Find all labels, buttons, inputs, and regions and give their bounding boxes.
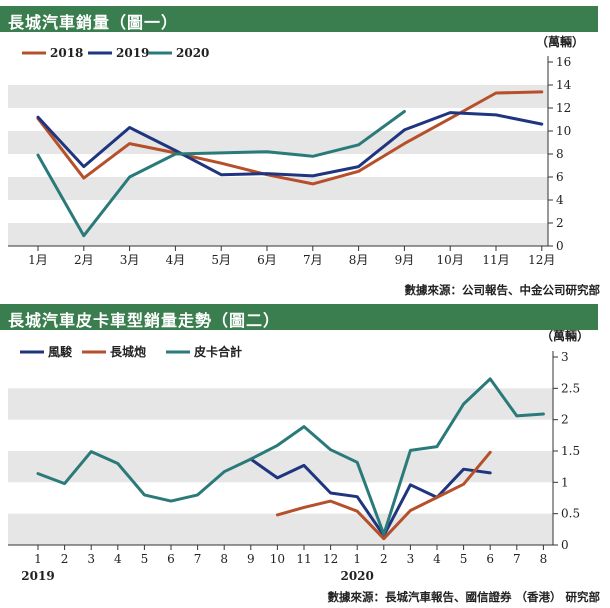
y-tick-label: 3 bbox=[561, 350, 569, 364]
y-tick-label: 14 bbox=[556, 78, 572, 92]
chart1-source: 數據來源：公司報告、中金公司研究部 bbox=[404, 283, 601, 297]
legend-label: 2019 bbox=[116, 46, 149, 60]
y-tick-label: 2.5 bbox=[561, 381, 580, 395]
series-line-皮卡合計 bbox=[36, 377, 545, 536]
legend-label: 2020 bbox=[176, 46, 209, 60]
y-tick-label: 6 bbox=[556, 170, 564, 184]
x-tick-label: 7 bbox=[194, 552, 202, 566]
x-tick-label: 2 bbox=[61, 552, 69, 566]
x-tick-label: 2月 bbox=[74, 253, 94, 267]
y-tick-label: 4 bbox=[556, 193, 564, 207]
y-tick-label: 1.5 bbox=[561, 444, 580, 458]
x-tick-label: 6 bbox=[486, 552, 494, 566]
x-tick-label: 8 bbox=[540, 552, 548, 566]
chart1-title-banner: 長城汽車銷量（圖一） bbox=[0, 6, 598, 32]
x-tick-label: 1 bbox=[353, 552, 361, 566]
legend-label: 皮卡合計 bbox=[193, 344, 242, 359]
x-tick-label: 12 bbox=[323, 552, 338, 566]
chart2-source: 數據來源：長城汽車報告、國信證券 （香港） 研究部 bbox=[327, 590, 600, 604]
x-tick-label: 6 bbox=[167, 552, 175, 566]
series-line-2020 bbox=[36, 110, 406, 238]
x-tick-label: 11 bbox=[296, 552, 311, 566]
grid-band bbox=[8, 131, 548, 154]
x-tick-label: 12月 bbox=[528, 253, 555, 267]
x-tick-label: 2 bbox=[380, 552, 388, 566]
legend-label: 2018 bbox=[50, 46, 83, 60]
y-tick-label: 0 bbox=[561, 538, 569, 552]
x-tick-label: 9月 bbox=[395, 253, 415, 267]
y-tick-label: 2 bbox=[561, 413, 569, 427]
series-line-風駿 bbox=[249, 457, 492, 538]
chart1-plot: 0 2 4 6 8 10 12 14 16 （萬輛） 1月 2月 3月 4月 5月 6月 7月 8月 9月 10月 11… bbox=[8, 34, 584, 267]
chart2-title: 長城汽車皮卡車型銷量走勢（圖二） bbox=[8, 311, 281, 330]
series-line-2019 bbox=[36, 111, 544, 178]
legend-label: 風駿 bbox=[48, 344, 73, 359]
y-tick-label: 12 bbox=[556, 101, 571, 115]
x-tick-label: 8 bbox=[220, 552, 228, 566]
y-tick-label: 0.5 bbox=[561, 507, 580, 521]
x-tick-label: 3 bbox=[407, 552, 415, 566]
grid-band bbox=[8, 223, 548, 246]
chart2-plot: 00.511.522.53（萬輛）1 2 3 4 5 6 7 8 9 10 11 12 1 2 3 4 5 6 7 8… bbox=[8, 330, 589, 583]
x-tick-label: 3月 bbox=[120, 253, 140, 267]
y-tick-label: 8 bbox=[556, 147, 564, 161]
x-tick-label: 7月 bbox=[303, 253, 323, 267]
series-line-長城炮 bbox=[275, 450, 492, 541]
x-tick-label: 4 bbox=[114, 552, 122, 566]
x-tick-label: 9 bbox=[247, 552, 255, 566]
x-tick-label: 1月 bbox=[28, 253, 48, 267]
x-tick-label: 5 bbox=[141, 552, 149, 566]
x-tick-label: 4 bbox=[433, 552, 441, 566]
x-tick-label: 5 bbox=[460, 552, 468, 566]
x-tick-label: 5月 bbox=[211, 253, 231, 267]
chart1-title: 長城汽車銷量（圖一） bbox=[8, 13, 179, 32]
grid-band bbox=[8, 177, 548, 200]
y-tick-label: 16 bbox=[556, 55, 571, 69]
grid-band bbox=[8, 388, 553, 420]
grid-band bbox=[8, 85, 548, 108]
year-label: 2020 bbox=[340, 569, 373, 583]
x-tick-label: 1 bbox=[34, 552, 42, 566]
y-tick-label: 10 bbox=[556, 124, 571, 138]
x-tick-label: 7 bbox=[513, 552, 521, 566]
x-tick-label: 6月 bbox=[257, 253, 277, 267]
year-label: 2019 bbox=[21, 569, 54, 583]
chart2-title-banner: 長城汽車皮卡車型銷量走勢（圖二） bbox=[0, 304, 598, 330]
x-tick-label: 3 bbox=[87, 552, 95, 566]
y-tick-label: 0 bbox=[556, 239, 564, 253]
x-tick-label: 10 bbox=[270, 552, 285, 566]
legend-label: 長城炮 bbox=[110, 344, 146, 359]
x-tick-label: 11月 bbox=[482, 253, 509, 267]
x-tick-label: 10月 bbox=[437, 253, 464, 267]
grid-band bbox=[8, 513, 553, 545]
x-tick-label: 4月 bbox=[166, 253, 186, 267]
y-tick-label: 2 bbox=[556, 216, 564, 230]
y-tick-label: 1 bbox=[561, 475, 569, 489]
x-tick-label: 8月 bbox=[349, 253, 369, 267]
unit-label: （萬輛） bbox=[536, 34, 584, 49]
unit-label: （萬輛） bbox=[541, 330, 589, 343]
